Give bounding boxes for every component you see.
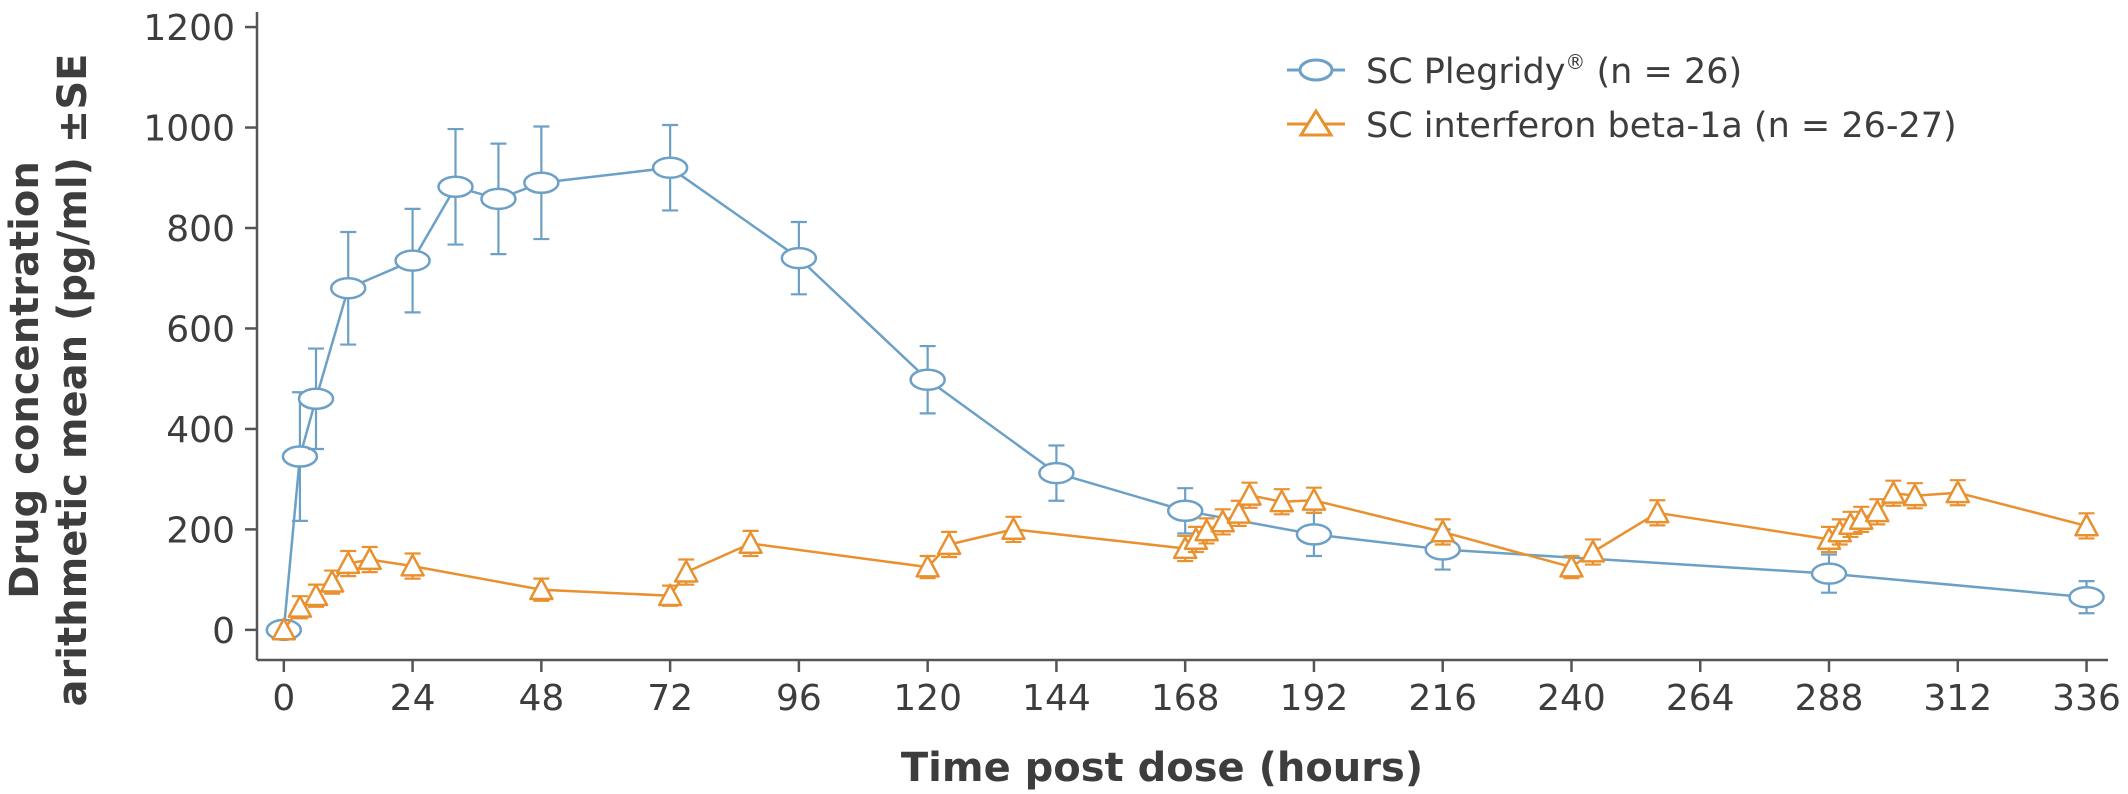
data-point-plegridy [480,187,517,211]
data-point-plegridy [437,175,474,199]
x-tick-label: 216 [1408,678,1477,719]
x-tick-label: 288 [1795,678,1864,719]
data-point-plegridy [1038,461,1075,485]
data-point-interferon [1237,482,1262,506]
data-point-interferon [303,583,329,607]
data-point-interferon [287,595,313,618]
y-tick-label: 800 [166,209,235,250]
y-tick-label: 1200 [143,8,235,49]
x-tick-label: 72 [647,678,693,719]
data-point-plegridy [394,249,431,272]
data-point-interferon [1559,554,1584,578]
x-tick-label: 120 [893,678,962,719]
x-tick-label: 168 [1151,678,1220,719]
data-point-interferon [1881,480,1906,504]
data-point-interferon [1865,499,1890,523]
data-point-plegridy [1810,562,1848,585]
data-point-plegridy [281,445,319,468]
x-tick-label: 24 [390,678,436,719]
y-axis-title-line-1: Drug concentration [2,161,48,599]
data-point-interferon [1430,519,1455,543]
legend: SC Plegridy® (n = 26) SC interferon beta… [1287,50,1957,146]
data-point-interferon [400,553,425,577]
series-layer [265,123,2105,642]
x-tick-label: 264 [1666,678,1735,719]
data-point-interferon [1301,488,1327,511]
legend-entry-plegridy: SC Plegridy® (n = 26) [1287,50,1742,92]
data-point-interferon [1645,500,1670,524]
series-plegridy [265,123,2105,642]
data-point-plegridy [523,171,560,195]
y-axis-title-line-2: arithmetic mean (pg/ml) ±SE [50,54,96,707]
data-point-interferon [319,569,345,593]
x-tick-label: 0 [272,678,295,719]
x-tick-label: 144 [1022,678,1091,719]
data-point-plegridy [2068,585,2105,609]
data-point-interferon [936,532,962,556]
x-tick-label: 192 [1280,678,1349,719]
y-tick-label: 0 [212,611,235,652]
y-axis-title: Drug concentration arithmetic mean (pg/m… [2,54,96,707]
legend-marker-interferon [1298,108,1334,137]
data-point-plegridy [909,368,946,391]
data-point-interferon [357,547,382,571]
legend-entry-interferon: SC interferon beta-1a (n = 26-27) [1287,106,1957,146]
x-tick-label: 312 [1923,678,1992,719]
y-ticks: 0 200 400 600 800 1000 1200 [143,8,257,652]
data-point-interferon [738,531,763,555]
x-axis-title: Time post dose (hours) [901,745,1423,791]
legend-label-interferon: SC interferon beta-1a (n = 26-27) [1366,106,1957,146]
data-point-interferon [2074,513,2099,537]
data-point-plegridy [329,277,367,300]
data-point-interferon [673,559,699,583]
data-point-interferon [1945,480,1971,504]
data-point-interferon [915,554,940,578]
data-point-interferon [1580,539,1606,563]
x-ticks: 0 24 48 72 96 120 144 168 192 216 240 264 288 312 336 [272,660,2121,719]
legend-marker-plegridy [1298,58,1334,82]
y-tick-label: 600 [166,309,235,350]
data-point-interferon [335,551,361,575]
data-point-plegridy [651,156,689,179]
y-tick-label: 1000 [143,109,235,150]
x-tick-label: 48 [518,678,564,719]
data-point-interferon [657,583,683,607]
data-point-plegridy [297,387,335,411]
y-tick-label: 400 [166,410,235,451]
axes [255,12,2108,662]
x-tick-label: 336 [2052,678,2121,719]
legend-label-plegridy: SC Plegridy® (n = 26) [1366,50,1742,92]
x-tick-label: 96 [776,678,822,719]
data-point-interferon [271,617,297,641]
series-interferon [271,479,2099,641]
data-point-plegridy [1166,499,1204,523]
data-point-interferon [1269,489,1295,513]
data-point-interferon [1902,483,1928,507]
data-point-interferon [1001,517,1026,540]
data-point-interferon [1226,501,1252,524]
data-point-plegridy [780,246,818,270]
x-tick-label: 240 [1537,678,1606,719]
data-point-plegridy [1295,523,1333,546]
data-point-interferon [529,577,554,601]
y-tick-label: 200 [166,510,235,551]
